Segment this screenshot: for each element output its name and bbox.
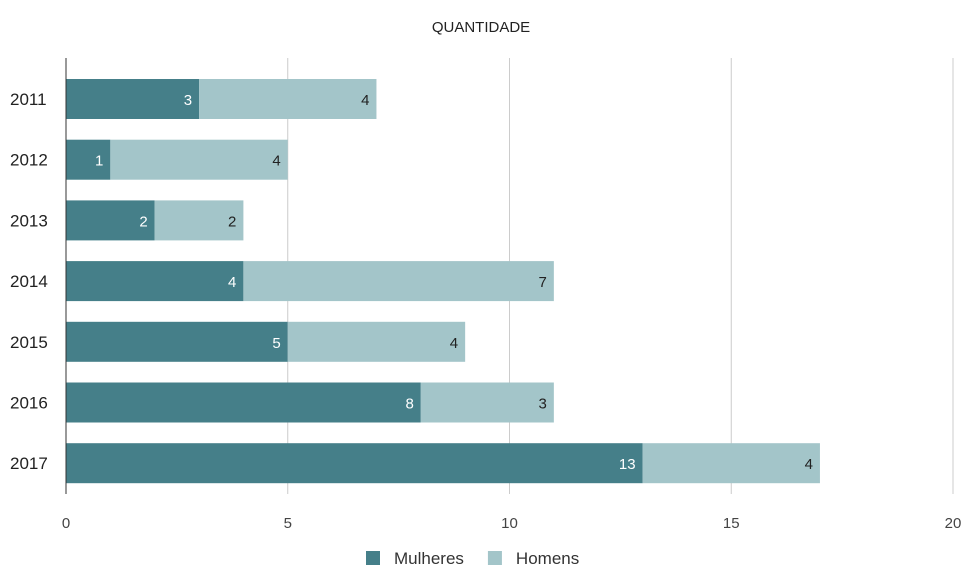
bar-value-label: 4: [361, 92, 369, 109]
bar-segment: [199, 79, 377, 119]
legend-label: Mulheres: [394, 549, 464, 568]
bar-segment: [243, 261, 554, 302]
bar-segment: [287, 321, 466, 362]
bar-value-label: 3: [184, 92, 192, 109]
y-tick-label: 2012: [10, 151, 48, 170]
bar-segment: [420, 382, 554, 423]
y-tick-label: 2013: [10, 211, 48, 230]
x-tick-label: 20: [945, 515, 962, 532]
x-tick-label: 0: [62, 515, 70, 532]
legend-label: Homens: [516, 549, 579, 568]
bar-segment: [66, 321, 288, 362]
bar-value-label: 8: [405, 396, 413, 413]
bar-value-label: 13: [619, 456, 636, 473]
bar-value-label: 4: [272, 153, 280, 170]
bar-segment: [66, 443, 643, 484]
x-tick-label: 10: [501, 515, 518, 532]
x-tick-label: 5: [284, 515, 292, 532]
bar-value-label: 1: [95, 153, 103, 170]
x-axis-labels: 0 5 10 15 20: [62, 515, 962, 532]
bar-value-label: 7: [539, 274, 547, 291]
bars: 3 4 1 4 2 2 4 7 5 4 8 3 13 4: [66, 79, 820, 484]
chart-title: QUANTIDADE: [432, 19, 530, 36]
bar-value-label: 4: [450, 335, 458, 352]
y-tick-label: 2014: [10, 272, 48, 291]
y-tick-label: 2015: [10, 333, 48, 352]
bar-value-label: 2: [139, 213, 147, 230]
legend-swatch: [487, 551, 502, 565]
bar-segment: [110, 139, 288, 180]
bar-segment: [154, 200, 244, 241]
legend: Mulheres Homens: [366, 549, 579, 568]
legend-swatch: [366, 551, 380, 565]
bar-value-label: 4: [805, 456, 813, 473]
bar-value-label: 2: [228, 213, 236, 230]
bar-value-label: 4: [228, 274, 236, 291]
bar-segment: [66, 261, 244, 302]
bar-value-label: 5: [272, 335, 280, 352]
bar-segment: [66, 139, 111, 180]
y-tick-label: 2017: [10, 454, 48, 473]
y-tick-label: 2016: [10, 394, 48, 413]
bar-segment: [66, 382, 421, 423]
y-axis-labels: 2011 2012 2013 2014 2015 2016 2017: [10, 90, 48, 473]
y-tick-label: 2011: [10, 90, 47, 109]
bar-segment: [66, 200, 155, 241]
bar-segment: [642, 443, 820, 484]
bar-segment: [66, 79, 200, 119]
x-tick-label: 15: [723, 515, 740, 532]
bar-value-label: 3: [539, 396, 547, 413]
